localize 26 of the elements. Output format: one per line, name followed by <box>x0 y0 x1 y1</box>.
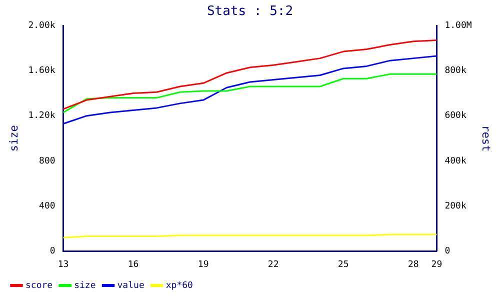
legend-label: value <box>117 280 144 291</box>
x-tick-label: 28 <box>408 260 419 270</box>
y-tick-label: 0 <box>50 246 56 257</box>
x-tick-label: 29 <box>431 260 442 270</box>
x-tick-label: 16 <box>128 260 139 270</box>
legend-label: xp*60 <box>166 280 193 291</box>
legend-label: size <box>74 280 96 291</box>
legend-label: score <box>26 280 53 291</box>
y-axis-title: size <box>7 125 20 152</box>
y2-tick-label: 0 <box>444 246 450 257</box>
y2-axis-title: rest <box>480 125 493 152</box>
y2-tick-label: 600k <box>444 111 467 122</box>
x-tick-label: 25 <box>338 260 349 270</box>
y2-tick-label: 400k <box>444 156 467 166</box>
y-tick-label: 400 <box>39 201 56 212</box>
x-tick-label: 13 <box>58 260 69 270</box>
y-tick-label: 2.00k <box>28 20 56 31</box>
x-tick-label: 19 <box>198 260 209 270</box>
y2-tick-label: 200k <box>444 201 467 212</box>
x-tick-label: 22 <box>268 260 279 270</box>
y-tick-label: 1.20k <box>28 111 56 122</box>
y2-tick-label: 1.00M <box>444 20 472 31</box>
y-tick-label: 1.60k <box>28 66 56 76</box>
chart-title: Stats : 5:2 <box>206 4 294 20</box>
y2-tick-label: 800k <box>444 66 467 76</box>
y-tick-label: 800 <box>39 156 56 166</box>
